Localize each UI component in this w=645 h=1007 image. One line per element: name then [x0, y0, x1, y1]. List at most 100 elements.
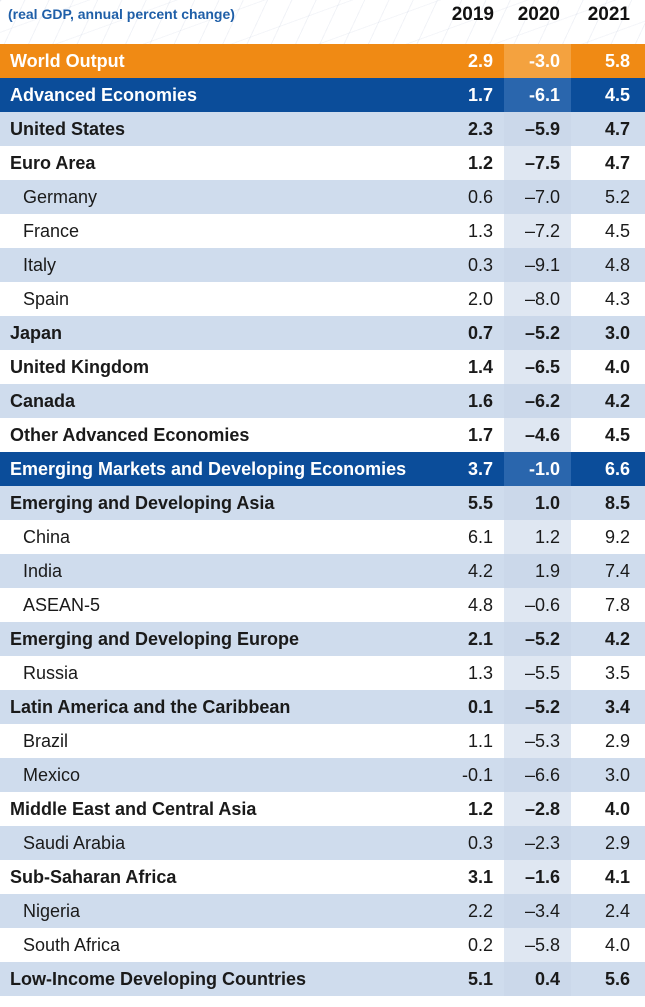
value-2020: –3.4 — [524, 901, 560, 921]
row-label: Russia — [23, 663, 79, 683]
value-2020: –7.2 — [524, 221, 560, 241]
value-2019: 1.6 — [467, 391, 493, 411]
value-2021: 3.5 — [604, 663, 630, 683]
col-2020-band — [504, 554, 571, 588]
row-label: Canada — [10, 391, 76, 411]
value-2021: 6.6 — [604, 459, 630, 479]
value-2020: –4.6 — [524, 425, 560, 445]
value-2020: -1.0 — [528, 459, 560, 479]
row-label: Emerging and Developing Asia — [10, 493, 275, 513]
col-2020-band — [504, 520, 571, 554]
row-label: United Kingdom — [10, 357, 149, 377]
col-2020-band — [504, 316, 571, 350]
col-2020-band — [504, 792, 571, 826]
value-2019: 0.7 — [467, 323, 493, 343]
value-2019: 3.7 — [467, 459, 493, 479]
table-row: Russia 1.3 –5.5 3.5 — [0, 656, 645, 690]
value-2020: 1.2 — [534, 527, 560, 547]
value-2019: 0.3 — [467, 255, 493, 275]
row-label: Italy — [23, 255, 57, 275]
row-label: Emerging Markets and Developing Economie… — [10, 459, 407, 479]
value-2021: 4.5 — [604, 221, 630, 241]
value-2021: 4.0 — [604, 799, 630, 819]
value-2021: 4.5 — [604, 85, 630, 105]
row-label: Japan — [10, 323, 63, 343]
value-2019: 0.6 — [467, 187, 493, 207]
value-2021: 4.0 — [604, 357, 630, 377]
col-2020-band — [504, 44, 571, 78]
value-2020: -3.0 — [528, 51, 560, 71]
row-label: Saudi Arabia — [23, 833, 126, 853]
col-2020-band — [504, 214, 571, 248]
value-2020: –5.5 — [524, 663, 560, 683]
value-2020: –5.2 — [524, 323, 560, 343]
table-row: South Africa 0.2 –5.8 4.0 — [0, 928, 645, 962]
value-2021: 7.4 — [604, 561, 630, 581]
table-row: Emerging Markets and Developing Economie… — [0, 452, 645, 486]
year-header-2021: 2021 — [587, 4, 630, 25]
value-2020: 1.9 — [534, 561, 560, 581]
col-2020-band — [504, 282, 571, 316]
row-label: Other Advanced Economies — [10, 425, 250, 445]
table-row: Saudi Arabia 0.3 –2.3 2.9 — [0, 826, 645, 860]
value-2021: 4.7 — [604, 153, 630, 173]
table-row: Emerging and Developing Europe 2.1 –5.2 4.2 — [0, 622, 645, 656]
value-2020: –1.6 — [524, 867, 560, 887]
value-2020: –0.6 — [524, 595, 560, 615]
table-row: Canada 1.6 –6.2 4.2 — [0, 384, 645, 418]
value-2021: 4.2 — [604, 391, 630, 411]
value-2020: –9.1 — [524, 255, 560, 275]
table-row: Germany 0.6 –7.0 5.2 — [0, 180, 645, 214]
value-2021: 8.5 — [604, 493, 630, 513]
table-row: Euro Area 1.2 –7.5 4.7 — [0, 146, 645, 180]
value-2019: 4.8 — [467, 595, 493, 615]
table-row: Emerging and Developing Asia 5.5 1.0 8.5 — [0, 486, 645, 520]
row-label: Middle East and Central Asia — [10, 799, 257, 819]
table-row: Advanced Economies 1.7 -6.1 4.5 — [0, 78, 645, 112]
col-2020-band — [504, 78, 571, 112]
row-label: Advanced Economies — [10, 85, 198, 105]
table-row: Latin America and the Caribbean 0.1 –5.2 3.… — [0, 690, 645, 724]
value-2020: –2.8 — [524, 799, 560, 819]
table-row: Japan 0.7 –5.2 3.0 — [0, 316, 645, 350]
value-2021: 7.8 — [604, 595, 630, 615]
row-label: Latin America and the Caribbean — [10, 697, 291, 717]
col-2020-band — [504, 860, 571, 894]
row-label: Germany — [23, 187, 98, 207]
table-row: United States 2.3 –5.9 4.7 — [0, 112, 645, 146]
col-2020-band — [504, 724, 571, 758]
table-row: Spain 2.0 –8.0 4.3 — [0, 282, 645, 316]
value-2021: 5.2 — [604, 187, 630, 207]
value-2021: 9.2 — [604, 527, 630, 547]
value-2020: –5.8 — [524, 935, 560, 955]
value-2019: 1.1 — [467, 731, 493, 751]
row-label: Nigeria — [23, 901, 81, 921]
value-2019: 1.7 — [467, 85, 493, 105]
value-2021: 4.1 — [604, 867, 630, 887]
table-row: World Output 2.9 -3.0 5.8 — [0, 44, 645, 78]
value-2019: 0.2 — [467, 935, 493, 955]
col-2020-band — [504, 350, 571, 384]
value-2019: 2.0 — [467, 289, 493, 309]
value-2020: –5.3 — [524, 731, 560, 751]
value-2019: 0.3 — [467, 833, 493, 853]
value-2019: 6.1 — [467, 527, 493, 547]
value-2020: –7.0 — [524, 187, 560, 207]
value-2019: 2.1 — [467, 629, 493, 649]
year-header-2019: 2019 — [451, 4, 494, 25]
col-2020-band — [504, 928, 571, 962]
table-row: United Kingdom 1.4 –6.5 4.0 — [0, 350, 645, 384]
value-2020: –6.6 — [524, 765, 560, 785]
value-2021: 4.5 — [604, 425, 630, 445]
value-2021: 4.8 — [604, 255, 630, 275]
value-2020: -6.1 — [528, 85, 560, 105]
col-2020-band — [504, 690, 571, 724]
row-label: Emerging and Developing Europe — [10, 629, 300, 649]
col-2020-band — [504, 588, 571, 622]
col-2020-band — [504, 418, 571, 452]
row-label: World Output — [10, 51, 125, 71]
table-row: India 4.2 1.9 7.4 — [0, 554, 645, 588]
table-row: France 1.3 –7.2 4.5 — [0, 214, 645, 248]
col-2020-band — [504, 146, 571, 180]
